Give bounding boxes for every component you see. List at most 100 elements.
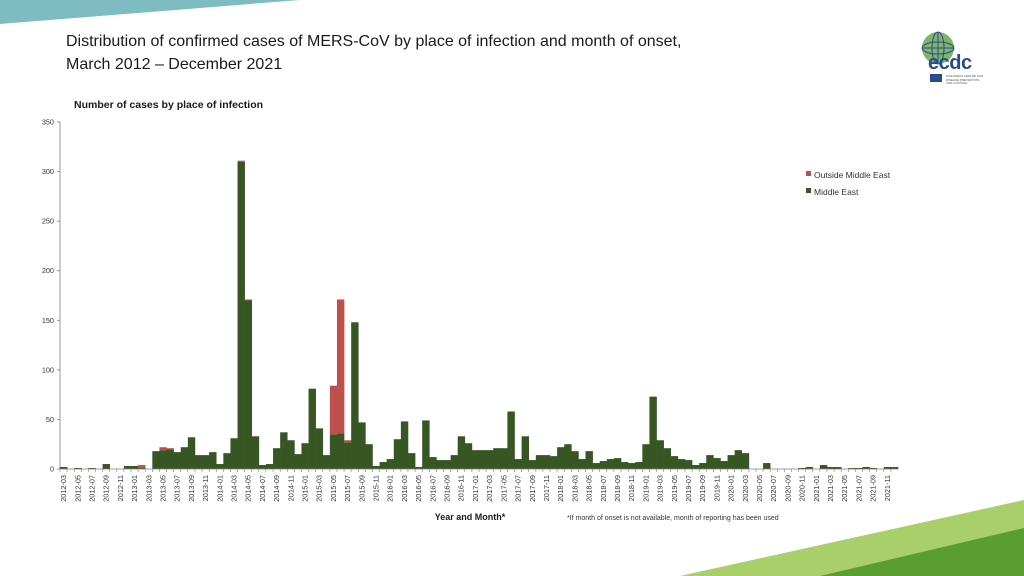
chart-title: Number of cases by place of infection <box>74 99 263 111</box>
bar-middle-east <box>628 463 636 469</box>
bar-outside-middle-east <box>159 447 167 451</box>
bar-middle-east <box>720 461 728 469</box>
x-tick-label: 2020-05 <box>755 475 764 502</box>
bar-middle-east <box>848 468 856 469</box>
bar-middle-east <box>123 466 132 469</box>
x-tick-label: 2017-01 <box>471 475 480 502</box>
top-decorative-stripe <box>0 0 300 24</box>
bar-middle-east <box>230 438 238 469</box>
bar-middle-east <box>237 161 245 469</box>
legend-swatch-middle-east <box>806 188 811 193</box>
x-tick-label: 2015-05 <box>329 475 338 502</box>
bar-middle-east <box>763 463 771 469</box>
bar-middle-east <box>734 450 743 469</box>
x-tick-label: 2020-07 <box>769 475 778 502</box>
bar-middle-east <box>819 465 828 469</box>
bar-middle-east <box>869 468 877 469</box>
bar-middle-east <box>479 450 487 469</box>
bar-middle-east <box>443 460 451 469</box>
bar-middle-east <box>521 436 530 469</box>
bar-middle-east <box>251 436 260 469</box>
x-tick-label: 2020-01 <box>727 475 736 502</box>
bar-middle-east <box>422 420 430 469</box>
bar-middle-east <box>329 434 338 469</box>
bar-middle-east <box>883 467 892 469</box>
x-tick-label: 2019-05 <box>670 475 679 502</box>
bar-middle-east <box>677 459 686 469</box>
x-tick-label: 2012-07 <box>87 475 96 502</box>
x-tick-label: 2018-07 <box>599 475 608 502</box>
x-tick-label: 2015-09 <box>357 475 366 502</box>
bar-outside-middle-east <box>329 385 338 435</box>
x-tick-label: 2013-11 <box>201 475 210 501</box>
bar-middle-east <box>308 388 316 469</box>
bar-middle-east <box>890 467 899 469</box>
x-tick-label: 2012-05 <box>73 475 82 502</box>
y-axis: 0 50 100 150 200 250 300 350 <box>42 118 61 474</box>
bar-middle-east <box>599 461 608 469</box>
x-tick-label: 2015-03 <box>315 475 324 502</box>
footnote: *If month of onset is not available, mon… <box>567 515 779 522</box>
bar-middle-east <box>592 463 601 469</box>
x-tick-label: 2015-11 <box>372 475 381 501</box>
x-tick-label: 2013-01 <box>130 475 139 502</box>
bar-middle-east <box>294 454 302 469</box>
bar-middle-east <box>542 455 551 469</box>
bar-middle-east <box>457 436 466 469</box>
bar-middle-east <box>535 455 544 469</box>
legend: Outside Middle East Middle East <box>806 170 891 197</box>
y-tick-label: 300 <box>42 167 54 176</box>
x-tick-label: 2019-11 <box>712 475 721 501</box>
bar-middle-east <box>621 462 629 469</box>
bottom-decorative-stripe-dark <box>820 528 1024 576</box>
bar-middle-east <box>138 468 146 469</box>
x-tick-label: 2012-11 <box>116 475 125 501</box>
bar-middle-east <box>265 464 274 469</box>
x-tick-label: 2021-03 <box>826 475 835 502</box>
bar-middle-east <box>393 439 402 469</box>
y-tick-label: 100 <box>42 365 54 374</box>
bar-middle-east <box>706 455 714 469</box>
bar-middle-east <box>471 450 480 469</box>
x-tick-label: 2013-07 <box>173 475 182 502</box>
bar-middle-east <box>834 467 842 469</box>
bar-middle-east <box>358 422 366 469</box>
x-tick-label: 2020-09 <box>783 475 792 502</box>
bar-middle-east <box>365 444 373 469</box>
x-tick-label: 2016-09 <box>443 475 452 502</box>
bar-middle-east <box>500 448 508 469</box>
bar-middle-east <box>351 322 359 469</box>
x-tick-label: 2016-11 <box>457 475 466 501</box>
x-tick-label: 2013-05 <box>158 475 167 502</box>
x-tick-label: 2016-03 <box>400 475 409 502</box>
bar-middle-east <box>216 464 224 469</box>
x-tick-label: 2021-05 <box>840 475 849 502</box>
bar-middle-east <box>301 443 309 469</box>
bar-middle-east <box>656 440 664 469</box>
bar-middle-east <box>180 447 189 469</box>
x-tick-label: 2014-09 <box>272 475 281 502</box>
x-tick-label: 2016-05 <box>414 475 423 502</box>
bar-middle-east <box>400 421 409 469</box>
bar-middle-east <box>486 450 494 469</box>
bar-middle-east <box>649 396 657 469</box>
y-tick-label: 0 <box>50 465 54 474</box>
legend-label-outside-middle-east: Outside Middle East <box>814 170 891 180</box>
bar-middle-east <box>528 460 537 469</box>
x-axis: 2012-03 2012-05 2012-07 2012-09 2012-11 2013-… <box>59 468 898 502</box>
globe-icon <box>921 31 955 82</box>
bar-middle-east <box>670 456 679 469</box>
x-tick-label: 2018-03 <box>570 475 579 502</box>
bar-middle-east <box>131 466 139 469</box>
bar-middle-east <box>386 459 395 469</box>
bar-middle-east <box>244 300 253 469</box>
x-tick-label: 2021-01 <box>812 475 821 502</box>
x-tick-label: 2014-01 <box>215 475 224 502</box>
bar-middle-east <box>336 433 345 469</box>
bar-middle-east <box>684 460 693 469</box>
bar-middle-east <box>74 468 82 469</box>
bar-middle-east <box>415 467 423 469</box>
bar-middle-east <box>606 459 615 469</box>
bar-middle-east <box>741 453 750 469</box>
